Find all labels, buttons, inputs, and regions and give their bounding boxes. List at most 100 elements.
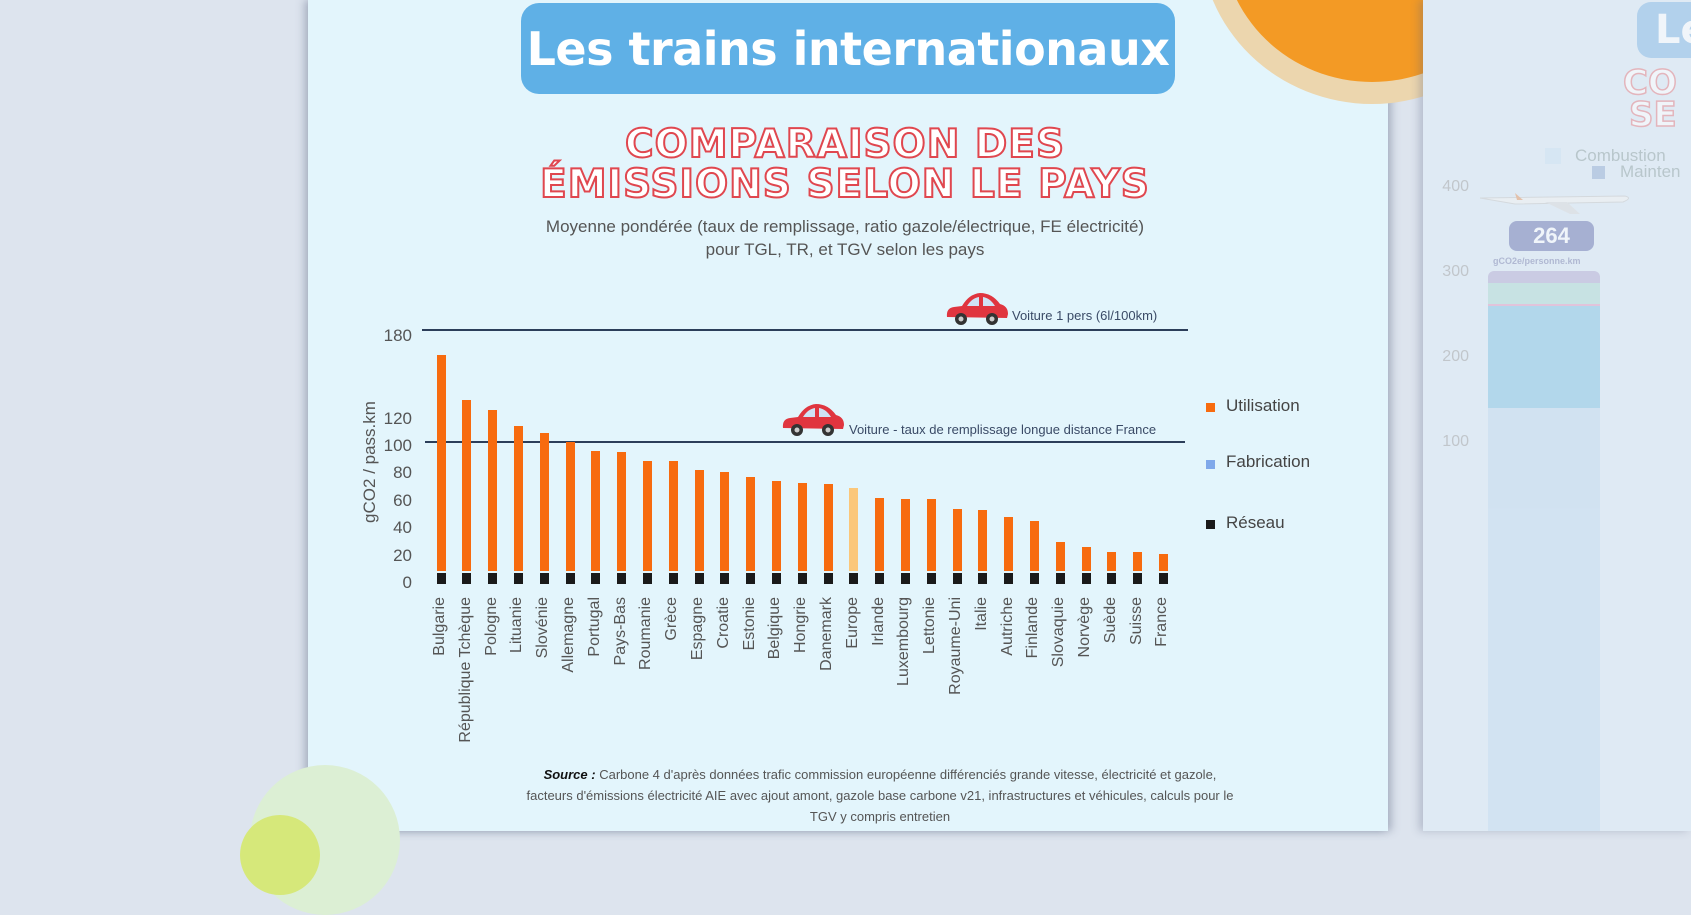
y-tick: 100 <box>1442 433 1469 450</box>
bar-segment-reseau <box>875 573 885 584</box>
x-tick-label: Pologne <box>482 597 500 656</box>
legend-label-utilisation: Utilisation <box>1226 396 1300 415</box>
stack-segment <box>1488 304 1600 306</box>
x-tick-label: Roumanie <box>637 597 655 670</box>
x-tick-label: Grèce <box>663 597 681 641</box>
y-tick-label: 20 <box>393 545 412 565</box>
x-tick-label: France <box>1153 597 1171 647</box>
x-tick-label: Slovaquie <box>1050 597 1068 668</box>
y-tick: 400 <box>1442 178 1469 195</box>
x-tick-label: Estonie <box>740 597 758 651</box>
bar-segment-reseau <box>591 573 601 584</box>
bar-segment-utilisation <box>436 355 446 572</box>
reference-line-car-single <box>422 329 1188 331</box>
bar-segment-reseau <box>642 573 652 584</box>
badge-unit: gCO2e/personne.km <box>1493 256 1581 266</box>
bar-segment-reseau <box>978 573 988 584</box>
y-tick-label: 80 <box>393 463 412 483</box>
stack-segment <box>1488 283 1600 304</box>
bar-segment-utilisation <box>488 410 498 572</box>
airplane-icon <box>1479 193 1629 214</box>
chart-subtitle-line2: pour TGL, TR, et TGV selon les pays <box>705 240 985 259</box>
chart-heading-line1: COMPARAISON DES <box>624 122 1066 167</box>
bar-segment-utilisation <box>1004 516 1014 572</box>
x-tick-label: Finlande <box>1024 597 1042 659</box>
bar-segment-reseau <box>436 573 446 584</box>
y-tick-label: 40 <box>393 518 412 538</box>
bar-segment-utilisation <box>694 470 704 572</box>
bar-segment-reseau <box>1158 573 1168 584</box>
bar-segment-reseau <box>1133 573 1143 584</box>
next-slide-title: Le <box>1637 2 1691 58</box>
x-tick-label: Italie <box>972 597 990 631</box>
bar-segment-reseau <box>1004 573 1014 584</box>
bar-segment-utilisation <box>565 441 575 572</box>
bar-segment-utilisation <box>1029 520 1039 572</box>
bar-segment-reseau <box>771 573 781 584</box>
slide-next-preview[interactable]: Le CO SE Combustion Mainten 400 300 200 … <box>1423 0 1691 831</box>
bar-segment-reseau <box>720 573 730 584</box>
bar-segment-utilisation <box>1158 553 1168 572</box>
bar-segment-reseau <box>900 573 910 584</box>
bar-segment-utilisation <box>771 481 781 572</box>
car-icon <box>782 404 844 436</box>
x-tick-label: Pays-Bas <box>611 597 629 666</box>
x-tick-label: Royaume-Uni <box>947 597 964 695</box>
source-label: Source : <box>543 767 596 782</box>
slide-current <box>308 0 1388 831</box>
x-tick-label: Europe <box>843 597 861 649</box>
x-tick-label: Belgique <box>766 597 784 660</box>
bar-segment-reseau <box>926 573 936 584</box>
bar-segment-utilisation <box>952 508 962 572</box>
legend-label-combustion: Combustion <box>1575 146 1666 165</box>
bar-segment-utilisation <box>823 483 833 572</box>
bar-segment-reseau <box>513 573 523 584</box>
x-tick-label: Lituanie <box>508 597 526 654</box>
y-tick-label: 120 <box>383 408 412 428</box>
bar-segment-reseau <box>462 573 472 584</box>
decorative-green-blob-inner <box>240 815 320 895</box>
y-tick-label: 0 <box>402 573 412 592</box>
bar-segment-utilisation <box>591 451 601 572</box>
x-tick-label: Irlande <box>869 597 887 646</box>
y-tick-label: 60 <box>393 490 412 510</box>
bar-segment-reseau <box>565 573 575 584</box>
bar-segment-reseau <box>1055 573 1065 584</box>
bar-segment-reseau <box>849 573 859 584</box>
bar-segment-utilisation <box>642 460 652 572</box>
y-tick-label: 100 <box>383 436 412 455</box>
legend-label-maintenance: Mainten <box>1620 162 1681 181</box>
x-tick-label: Bulgarie <box>431 597 448 656</box>
bar-segment-reseau <box>797 573 807 584</box>
x-tick-label: Slovénie <box>534 597 552 659</box>
chart-heading-line2: ÉMISSIONS SELON LE PAYS <box>539 162 1150 207</box>
bar-segment-reseau <box>694 573 704 584</box>
bar-segment-utilisation <box>1133 552 1143 572</box>
y-tick-label: 180 <box>383 326 412 346</box>
legend-swatch-utilisation <box>1206 403 1215 412</box>
stack-segment <box>1488 306 1600 408</box>
stack-segment <box>1488 271 1600 283</box>
bar-segment-reseau <box>1081 573 1091 584</box>
legend-swatch-maintenance <box>1592 166 1605 179</box>
bar-segment-utilisation <box>617 452 627 572</box>
x-tick-label: Danemark <box>818 597 835 671</box>
bar-segment-utilisation <box>513 426 523 572</box>
y-tick: 300 <box>1442 263 1469 280</box>
y-tick: 200 <box>1442 348 1469 365</box>
bar-segment-utilisation <box>720 471 730 572</box>
reference-label-car-france: Voiture - taux de remplissage longue dis… <box>849 422 1157 437</box>
bar-segment-utilisation <box>462 400 472 572</box>
bar-segment-reseau <box>823 573 833 584</box>
bar-segment-reseau <box>1029 573 1039 584</box>
bar-segment-reseau <box>1107 573 1117 584</box>
x-tick-label: République Tchèque <box>456 597 474 743</box>
bar-segment-utilisation <box>1081 547 1091 572</box>
x-tick-label: Autriche <box>998 597 1016 656</box>
bar-segment-reseau <box>952 573 962 584</box>
x-tick-label: Espagne <box>689 597 706 661</box>
bar-segment-reseau <box>617 573 627 584</box>
bar-segment-reseau <box>488 573 498 584</box>
x-tick-label: Hongrie <box>792 597 810 654</box>
source-text: Carbone 4 d'après données trafic commiss… <box>526 767 1234 824</box>
